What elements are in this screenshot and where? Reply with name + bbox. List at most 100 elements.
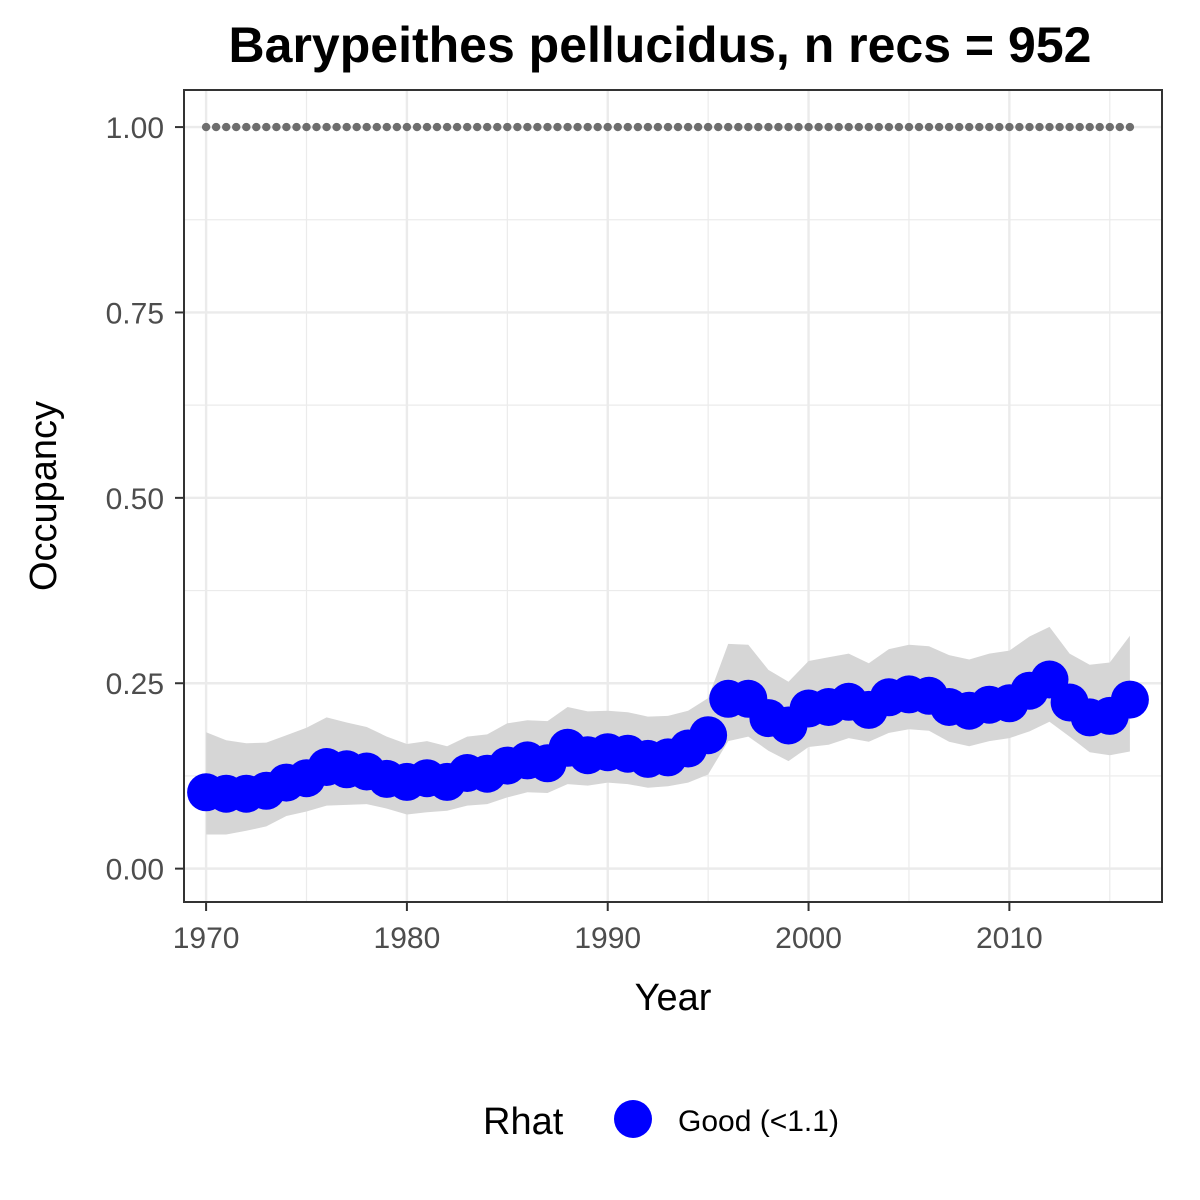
y-tick-label: 1.00	[106, 112, 164, 145]
reference-dot	[272, 122, 281, 132]
reference-dot	[332, 122, 341, 132]
reference-dot	[824, 122, 833, 132]
reference-dot	[884, 122, 894, 132]
reference-dot	[513, 122, 522, 132]
reference-dot	[804, 122, 813, 132]
y-tick-label: 0.50	[106, 483, 164, 516]
reference-dot	[312, 122, 321, 132]
reference-dot	[1085, 122, 1094, 132]
reference-dot	[703, 122, 713, 132]
reference-dot	[342, 122, 351, 132]
reference-dot	[764, 122, 773, 132]
reference-dot	[392, 122, 402, 132]
reference-dot	[553, 122, 562, 132]
y-tick-label: 0.25	[106, 668, 164, 701]
reference-dot	[573, 122, 582, 132]
reference-dot	[985, 122, 994, 132]
reference-dot	[854, 122, 863, 132]
reference-dot	[493, 122, 502, 132]
x-tick-label: 2010	[976, 922, 1043, 955]
reference-dot	[533, 122, 542, 132]
reference-dotted-line	[201, 122, 1135, 132]
reference-dot	[222, 122, 231, 132]
reference-dot	[593, 122, 602, 132]
reference-dot	[874, 122, 883, 132]
chart-title: Barypeithes pellucidus, n recs = 952	[229, 17, 1092, 73]
reference-dot	[1005, 122, 1014, 132]
reference-dot	[583, 122, 592, 132]
reference-dot	[412, 122, 422, 132]
reference-dot	[814, 122, 823, 132]
reference-dot	[643, 122, 653, 132]
reference-dot	[473, 122, 482, 132]
x-tick-label: 1990	[574, 922, 641, 955]
legend-title: Rhat	[483, 1101, 564, 1143]
reference-dot	[673, 122, 683, 132]
reference-dot	[463, 122, 472, 132]
reference-dot	[1065, 122, 1074, 132]
reference-dot	[894, 122, 904, 132]
reference-dot	[232, 122, 241, 132]
reference-dot	[774, 122, 783, 132]
reference-dot	[402, 122, 412, 132]
x-axis-title: Year	[635, 977, 712, 1019]
reference-dot	[322, 122, 331, 132]
x-tick-label: 2000	[775, 922, 842, 955]
x-tick-label: 1970	[173, 922, 240, 955]
reference-dot	[683, 122, 693, 132]
reference-dot	[1025, 122, 1034, 132]
y-tick-label: 0.00	[106, 854, 164, 887]
data-point	[1110, 680, 1149, 719]
reference-dot	[834, 122, 843, 132]
legend-key-good	[614, 1100, 652, 1138]
reference-dot	[352, 122, 361, 132]
reference-dot	[1095, 122, 1104, 132]
reference-dot	[965, 122, 974, 132]
reference-dot	[904, 122, 914, 132]
reference-dot	[302, 122, 311, 132]
data-point	[689, 716, 728, 755]
reference-dot	[483, 122, 492, 132]
reference-dot	[1045, 122, 1054, 132]
reference-dot	[242, 122, 251, 132]
reference-dot	[734, 122, 743, 132]
reference-dot	[252, 122, 261, 132]
reference-dot	[754, 122, 763, 132]
reference-dot	[633, 122, 643, 132]
reference-dot	[563, 122, 572, 132]
reference-dot	[1035, 122, 1044, 132]
reference-dot	[995, 122, 1004, 132]
reference-dot	[543, 122, 552, 132]
reference-dot	[1115, 122, 1125, 132]
reference-dot	[382, 122, 391, 132]
reference-dot	[693, 122, 703, 132]
reference-dot	[955, 122, 964, 132]
reference-dot	[844, 122, 853, 132]
reference-dot	[282, 122, 291, 132]
reference-dot	[1015, 122, 1024, 132]
reference-dot	[663, 122, 673, 132]
reference-dot	[744, 122, 753, 132]
occupancy-points	[187, 660, 1149, 813]
reference-dot	[422, 122, 432, 132]
legend: Rhat Good (<1.1)	[483, 1100, 839, 1143]
reference-dot	[442, 122, 452, 132]
reference-dot	[452, 122, 462, 132]
reference-dot	[914, 122, 924, 132]
reference-dot	[934, 122, 944, 132]
reference-dot	[864, 122, 873, 132]
reference-dot	[211, 122, 221, 132]
reference-dot	[372, 122, 381, 132]
reference-dot	[432, 122, 442, 132]
reference-dot	[362, 122, 371, 132]
reference-dot	[724, 122, 733, 132]
reference-dot	[292, 122, 301, 132]
reference-dot	[503, 122, 512, 132]
reference-dot	[1105, 122, 1115, 132]
reference-dot	[784, 122, 793, 132]
reference-dot	[944, 122, 954, 132]
reference-dot	[1125, 122, 1135, 132]
reference-dot	[603, 122, 612, 132]
y-tick-label: 0.75	[106, 297, 164, 330]
